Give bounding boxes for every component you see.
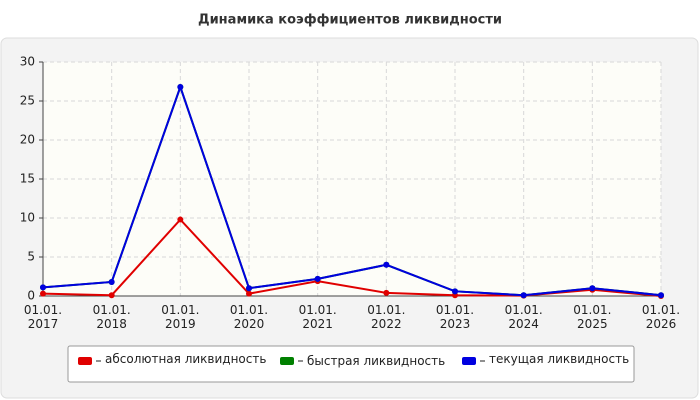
y-tick-label: 20 [20, 133, 35, 147]
point [177, 83, 184, 90]
x-tick-label: 01.01. 2019 [161, 303, 200, 331]
point [658, 292, 664, 299]
point [246, 290, 252, 297]
x-tick-label: 01.01. 2024 [504, 303, 543, 331]
y-tick-label: 5 [27, 250, 35, 264]
legend-swatch [462, 357, 476, 365]
point [589, 285, 596, 292]
x-tick-label: 01.01. 2017 [23, 303, 63, 331]
x-tick-label: 01.01. 2022 [367, 303, 406, 331]
point [40, 284, 46, 291]
legend-swatch [78, 357, 92, 365]
point [383, 261, 390, 268]
x-tick-label: 01.01. 2026 [641, 303, 681, 331]
chart-title: Динамика коэффициентов ликвидности [198, 13, 502, 28]
point [40, 290, 46, 297]
point [520, 292, 527, 299]
y-tick-label: 10 [20, 211, 35, 225]
legend-label: быстрая ликвидность [307, 354, 446, 368]
y-tick-label: 0 [27, 289, 35, 303]
y-tick-label: 15 [20, 172, 35, 186]
point [383, 289, 390, 296]
point [108, 292, 115, 299]
legend-label: абсолютная ликвидность [105, 352, 267, 366]
point [246, 285, 252, 292]
x-tick-label: 01.01. 2020 [229, 303, 269, 331]
point [452, 288, 458, 295]
point [177, 216, 184, 223]
x-tick-label: 01.01. 2018 [92, 303, 131, 331]
legend-swatch [280, 357, 294, 365]
y-tick-label: 30 [20, 55, 35, 69]
point [314, 275, 321, 282]
x-tick-label: 01.01. 2025 [573, 303, 612, 331]
series-line [42, 83, 662, 297]
y-tick-label: 25 [20, 94, 35, 108]
x-tick-label: 01.01. 2021 [298, 303, 337, 331]
legend-label: текущая ликвидность [489, 352, 630, 366]
x-tick-label: 01.01. 2023 [435, 303, 475, 331]
point [108, 278, 115, 285]
legend-box [67, 345, 635, 383]
